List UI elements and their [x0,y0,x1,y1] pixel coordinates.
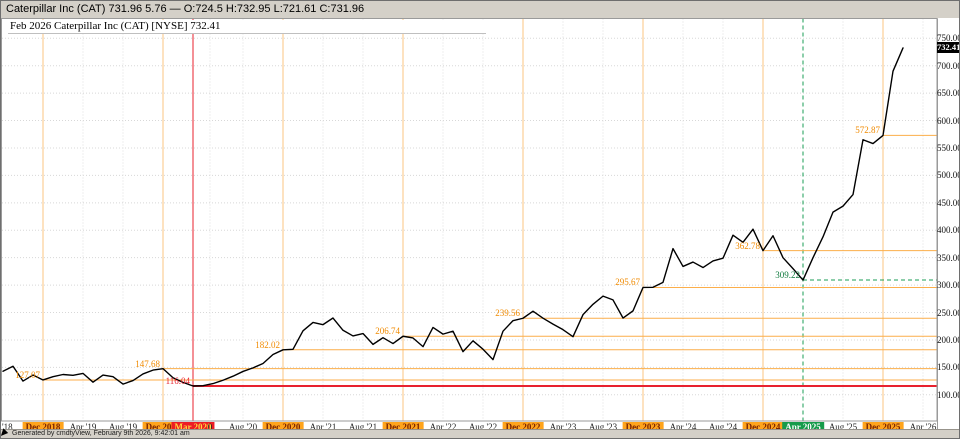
plot-border [1,18,938,422]
price-line [2,47,904,387]
quote-summary: Caterpillar Inc (CAT) 731.96 5.76 — O:72… [6,3,365,15]
footer-bar: Generated by cmdtyView, February 9th 202… [1,429,959,438]
generated-by-text: Generated by cmdtyView, February 9th 202… [12,430,190,437]
plot-background [1,18,959,430]
